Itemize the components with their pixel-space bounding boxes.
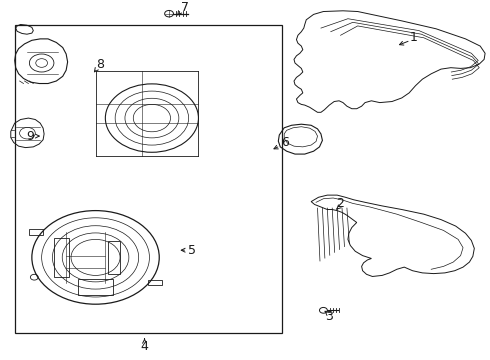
Text: 1: 1: [410, 31, 418, 44]
Bar: [78, 279, 113, 295]
Text: 2: 2: [337, 197, 344, 210]
Text: 9: 9: [26, 130, 34, 143]
Text: 7: 7: [181, 1, 189, 14]
Bar: [108, 241, 120, 274]
Bar: [29, 229, 44, 235]
Bar: [54, 238, 69, 277]
Bar: [147, 280, 162, 285]
Text: 8: 8: [97, 58, 104, 71]
Text: 5: 5: [188, 244, 196, 257]
Text: 6: 6: [281, 136, 289, 149]
Text: 3: 3: [325, 310, 333, 323]
Bar: [15, 25, 282, 333]
Text: 4: 4: [141, 340, 148, 353]
